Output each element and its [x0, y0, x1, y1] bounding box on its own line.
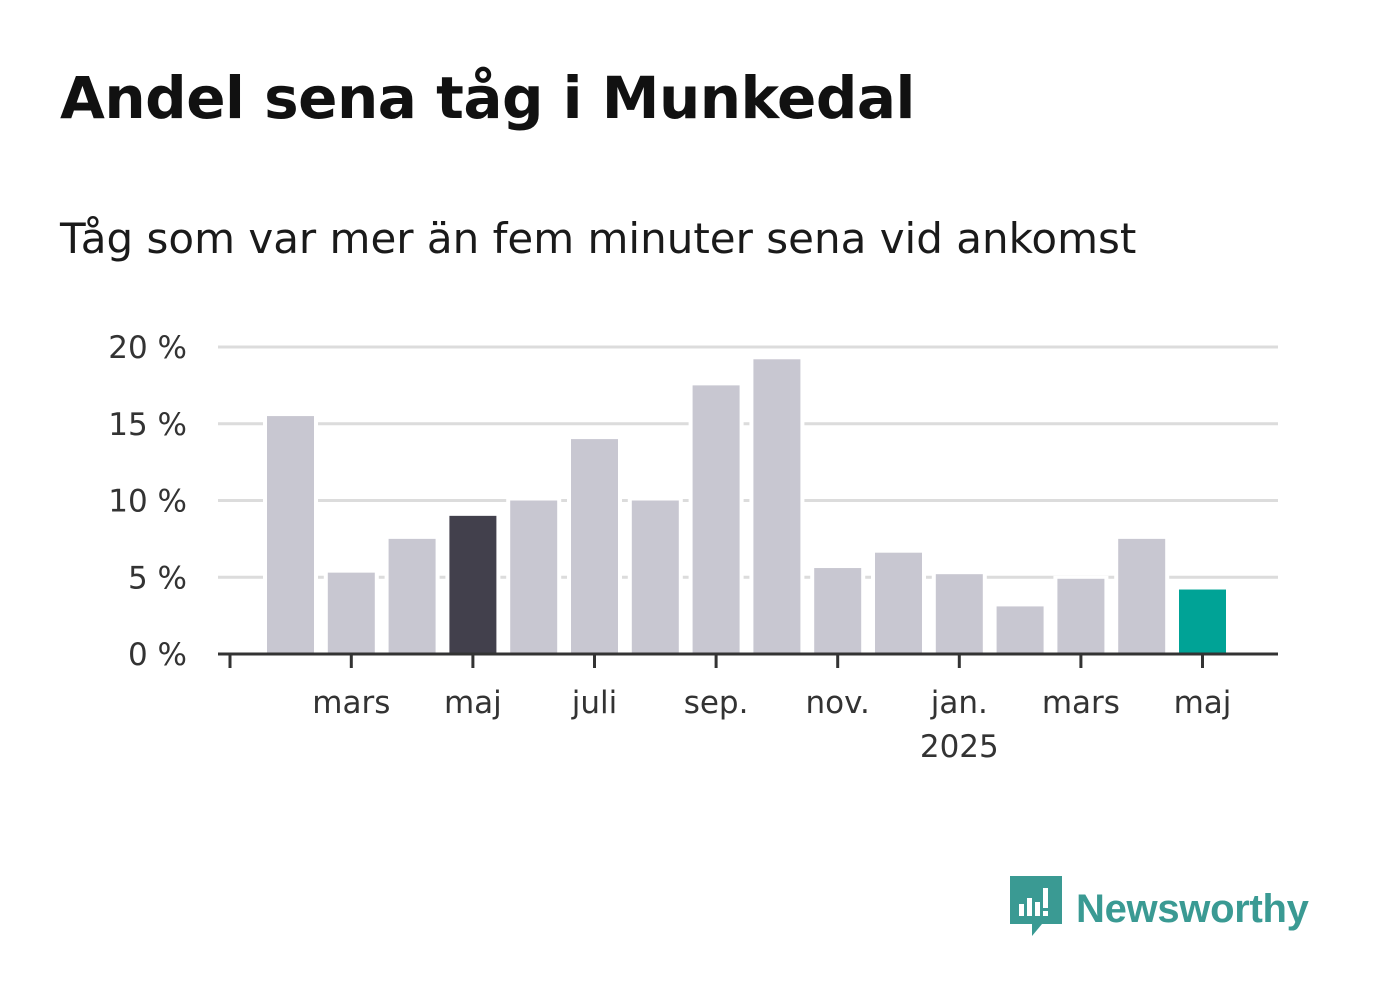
- bar: [510, 500, 558, 654]
- y-tick-label: 10 %: [108, 484, 187, 520]
- x-tick-label: jan.: [930, 685, 988, 721]
- bar: [1118, 538, 1166, 654]
- bar: [935, 574, 983, 654]
- y-tick-label: 20 %: [108, 330, 187, 366]
- bars: [263, 356, 1230, 654]
- bar: [875, 552, 922, 654]
- bar: [1057, 578, 1105, 654]
- x-tick-label: mars: [1042, 685, 1120, 721]
- chart-subtitle: Tåg som var mer än fem minuter sena vid …: [60, 214, 1137, 263]
- x-tick-label: nov.: [805, 685, 869, 721]
- x-tick-label: maj: [1174, 685, 1232, 721]
- brand-logo: Newsworthy: [1010, 876, 1309, 942]
- bar: [388, 538, 436, 654]
- bar: [631, 500, 679, 654]
- y-tick-label: 15 %: [108, 407, 187, 443]
- bar: [692, 385, 740, 654]
- x-tick-label: sep.: [684, 685, 749, 721]
- brand-name: Newsworthy: [1076, 886, 1309, 931]
- y-axis-ticks: 0 % 5 % 10 % 15 % 20 %: [108, 330, 187, 673]
- bar: [1179, 589, 1226, 654]
- x-axis-ticks: mars maj juli sep. nov. jan. 2025 mars maj: [312, 654, 1231, 765]
- chart-title: Andel sena tåg i Munkedal: [60, 64, 915, 132]
- x-tick-label: juli: [571, 685, 618, 721]
- x-axis: [218, 652, 1278, 668]
- bar: [571, 439, 618, 654]
- y-tick-label: 5 %: [128, 560, 187, 596]
- bar: [327, 572, 375, 654]
- newsworthy-logo-icon: [1010, 876, 1062, 942]
- x-tick-label: maj: [444, 685, 502, 721]
- bar: [753, 359, 801, 654]
- bar: [814, 568, 862, 654]
- bar: [449, 515, 497, 654]
- bar: [996, 606, 1044, 654]
- x-tick-label: mars: [312, 685, 390, 721]
- x-tick-sublabel: 2025: [920, 729, 999, 765]
- bar: [267, 416, 314, 654]
- y-tick-label: 0 %: [128, 637, 187, 673]
